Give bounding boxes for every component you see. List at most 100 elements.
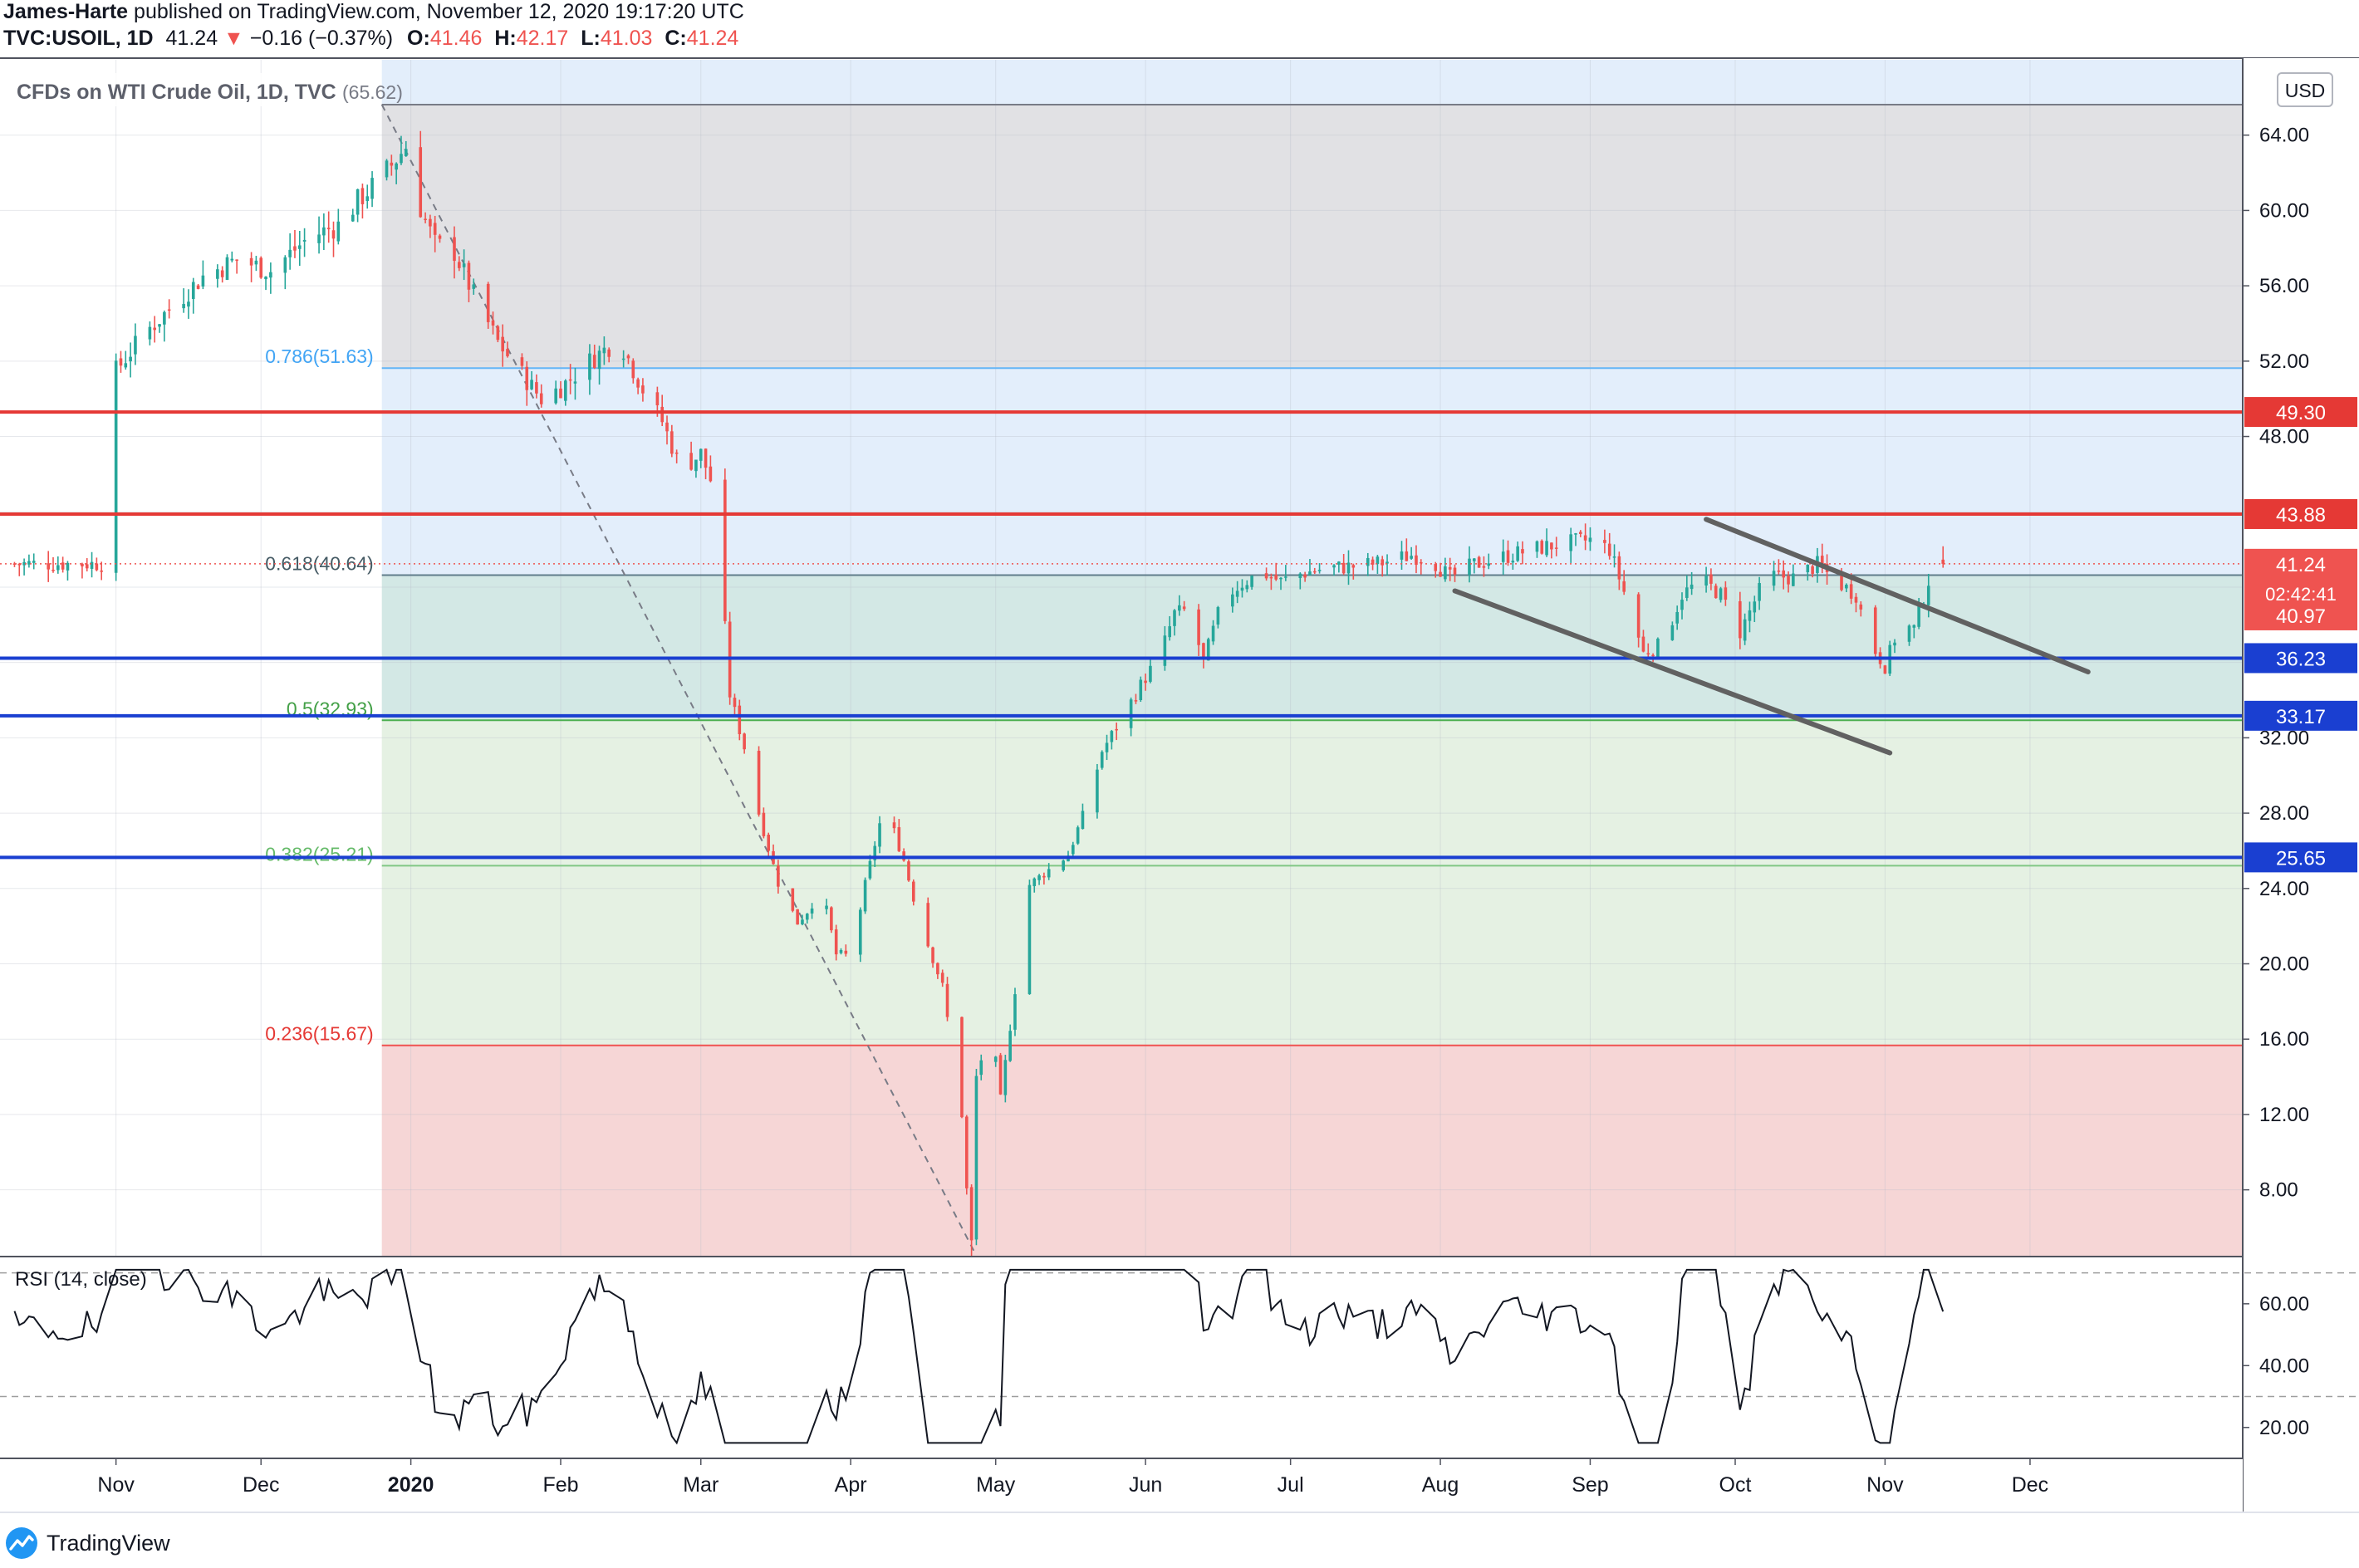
candle-body (1535, 541, 1539, 552)
candle-body (1415, 555, 1418, 566)
chart-legend: CFDs on WTI Crude Oil, 1D, TVC (65.62) (10, 73, 403, 106)
candle-body (1554, 547, 1558, 549)
candle-body (1840, 571, 1843, 590)
candle-body (288, 249, 292, 257)
candle-body (834, 929, 838, 955)
price-tick-label: 16.00 (2259, 1028, 2309, 1051)
candle-body (424, 218, 427, 220)
level-tag-label: 49.30 (2276, 402, 2326, 424)
symbol-name[interactable]: TVC:USOIL, 1D (3, 27, 154, 50)
legend-bg (10, 73, 375, 106)
publish-info: James-Harte published on TradingView.com… (3, 0, 744, 24)
candles (12, 130, 1945, 1256)
candle-body (1444, 566, 1447, 580)
candle-body (1743, 619, 1747, 641)
candle-body (1062, 860, 1065, 870)
time-axis[interactable]: Nov Dec 2020 Feb Mar Apr May Jun Jul Aug Sep Oct Nov… (97, 1458, 2048, 1497)
candle-body (230, 258, 234, 261)
candle-body (1583, 535, 1587, 541)
candle-body (757, 751, 761, 815)
candle-body (1400, 551, 1404, 560)
candle-body (960, 1017, 964, 1118)
candle-body (1231, 594, 1234, 607)
candle-body (148, 326, 152, 340)
candle-body (254, 260, 258, 265)
candle-body (331, 230, 336, 239)
time-tick-label: Nov (1866, 1473, 1904, 1497)
candle-body (796, 909, 799, 925)
candle-body (1008, 1031, 1012, 1061)
candle-body (1617, 556, 1621, 580)
fib-level-label: 0.382(25.21) (265, 843, 373, 865)
candle-body (1811, 566, 1814, 574)
candle-body (1434, 564, 1438, 571)
candle-body (1027, 884, 1032, 994)
candle-body (926, 903, 930, 947)
candle-body (158, 324, 161, 327)
candle-body (974, 1076, 978, 1240)
candle-body (182, 304, 185, 309)
author-name[interactable]: James-Harte (3, 0, 129, 23)
currency-button[interactable] (2277, 72, 2333, 107)
candle-body (1540, 541, 1544, 554)
candle-body (1680, 600, 1684, 610)
candle-body (940, 973, 944, 983)
level-tag (2244, 643, 2357, 674)
candle-body (404, 149, 408, 157)
candle-body (220, 270, 224, 277)
candle-body (1854, 596, 1858, 603)
low-value: 41.03 (600, 27, 653, 50)
candle-body (51, 569, 55, 571)
candle-body (704, 448, 708, 468)
candle-body (1845, 585, 1848, 589)
candle-body (124, 363, 128, 368)
horizontal-levels[interactable] (0, 410, 2243, 860)
candle-body (1003, 1060, 1008, 1095)
candle-body (486, 283, 490, 322)
candle-body (1081, 811, 1085, 830)
channel-lines[interactable] (1452, 517, 2091, 756)
rsi-tick-label: 40.00 (2259, 1355, 2309, 1377)
tradingview-logo[interactable]: TradingView (5, 1526, 170, 1560)
candle-body (1941, 559, 1945, 564)
candle-body (1149, 665, 1152, 682)
last-price: 41.24 (165, 27, 218, 50)
candle-body (1714, 586, 1718, 599)
candle-body (27, 561, 31, 565)
candle-body (81, 563, 84, 566)
candle-body (878, 823, 881, 847)
time-tick-label: Jul (1278, 1473, 1304, 1497)
brand-name: TradingView (47, 1530, 170, 1556)
candle-body (791, 888, 795, 911)
candle-body (839, 949, 843, 953)
open-value: 41.46 (429, 27, 483, 50)
fib-level-label: 0.236(15.67) (265, 1023, 373, 1045)
down-arrow-icon: ▼ (223, 27, 244, 50)
price-axis[interactable]: 8.00 12.00 16.00 20.00 24.00 28.00 32.00 48.00 5… (2243, 72, 2357, 1202)
candle-body (201, 275, 205, 287)
candle-body (351, 214, 355, 222)
candle-body (1690, 584, 1694, 590)
candle-body (597, 350, 601, 370)
chart-frame (0, 57, 2359, 1512)
price-chart[interactable]: 0.786(51.63)0.618(40.64)0.5(32.93)0.382(… (0, 0, 2359, 1512)
price-tick-label: 28.00 (2259, 802, 2309, 825)
price-tick-label: 64.00 (2259, 125, 2309, 147)
last-price-tag (2244, 548, 2357, 607)
candle-body (1472, 558, 1476, 561)
candle-body (1588, 537, 1592, 542)
candle-body (762, 812, 766, 836)
candle-body (1405, 551, 1409, 561)
candle-body (1173, 610, 1176, 626)
candle-body (1893, 642, 1896, 646)
candle-body (419, 147, 423, 218)
candle-body (1482, 566, 1486, 568)
price-tick-label: 12.00 (2259, 1104, 2309, 1126)
candle-body (621, 358, 625, 360)
candle-body (322, 227, 326, 236)
candle-body (506, 349, 509, 356)
candle-body (873, 845, 877, 860)
time-tick-label: Dec (243, 1473, 279, 1497)
candle-body (1709, 574, 1713, 584)
price-tick-label: 20.00 (2259, 953, 2309, 976)
